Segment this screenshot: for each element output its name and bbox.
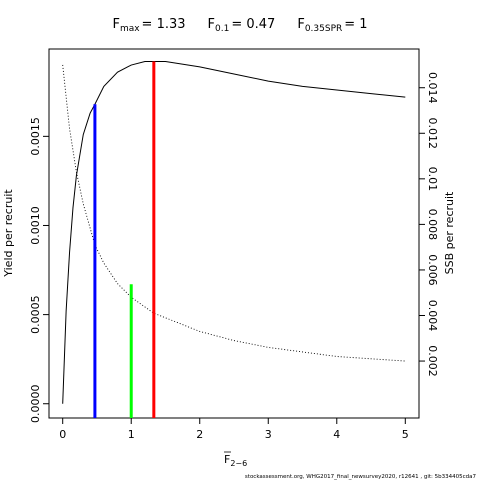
f01-value: = 0.47 [231, 17, 275, 32]
fmax-label: F [112, 17, 119, 32]
y-right-tick-label: 0.006 [426, 254, 439, 286]
x-label-text: F2−6 [224, 453, 247, 468]
y-right-tick-label: 0.004 [426, 300, 439, 332]
ssb-per-recruit-line [62, 64, 406, 362]
y-right-tick-label: 0.014 [426, 72, 439, 104]
x-axis-label: F2−6 [224, 451, 247, 468]
fspr-label: F [297, 17, 304, 32]
series-group [62, 60, 406, 404]
fspr-sub: 0.35SPR [305, 24, 342, 34]
y-left-tick-label: 0.0010 [29, 206, 42, 245]
y-left-tick-label: 0.0000 [29, 384, 42, 423]
y-right-tick-label: 0.01 [426, 167, 439, 192]
chart-title: Fmax = 1.33 F0.1 = 0.47 F0.35SPR = 1 [112, 17, 367, 34]
y-right-label: SSB per recruit [443, 191, 456, 274]
x-axis: 0 1 2 3 4 5 [59, 418, 409, 441]
y-left-tick-label: 0.0015 [29, 117, 42, 156]
y-axis-right: 0.002 0.004 0.006 0.008 0.01 0.012 0.014 [419, 72, 439, 377]
x-tick-label: 1 [128, 428, 135, 441]
y-right-tick-label: 0.008 [426, 209, 439, 241]
y-axis-left: 0.0000 0.0005 0.0010 0.0015 [29, 117, 49, 423]
x-tick-label: 0 [59, 428, 66, 441]
fmax-sub: max [120, 24, 140, 34]
x-label-main: F [224, 453, 230, 466]
yield-per-recruit-line [62, 60, 406, 404]
x-tick-label: 2 [196, 428, 203, 441]
x-tick-label: 4 [333, 428, 340, 441]
x-tick-label: 3 [265, 428, 272, 441]
fspr-value: = 1 [344, 17, 367, 32]
y-right-tick-label: 0.002 [426, 345, 439, 377]
y-left-tick-label: 0.0005 [29, 295, 42, 334]
f01-label: F [208, 17, 215, 32]
f01-sub: 0.1 [215, 24, 229, 34]
footer-text: stockassessment.org, WHG2017_final_newsu… [245, 474, 477, 480]
reference-lines [93, 61, 156, 418]
plot-frame [48, 48, 420, 419]
x-tick-label: 5 [402, 428, 409, 441]
x-label-sub: 2−6 [230, 459, 247, 468]
fmax-value: = 1.33 [142, 17, 186, 32]
y-left-label: Yield per recruit [2, 189, 15, 278]
y-right-tick-label: 0.012 [426, 118, 439, 150]
